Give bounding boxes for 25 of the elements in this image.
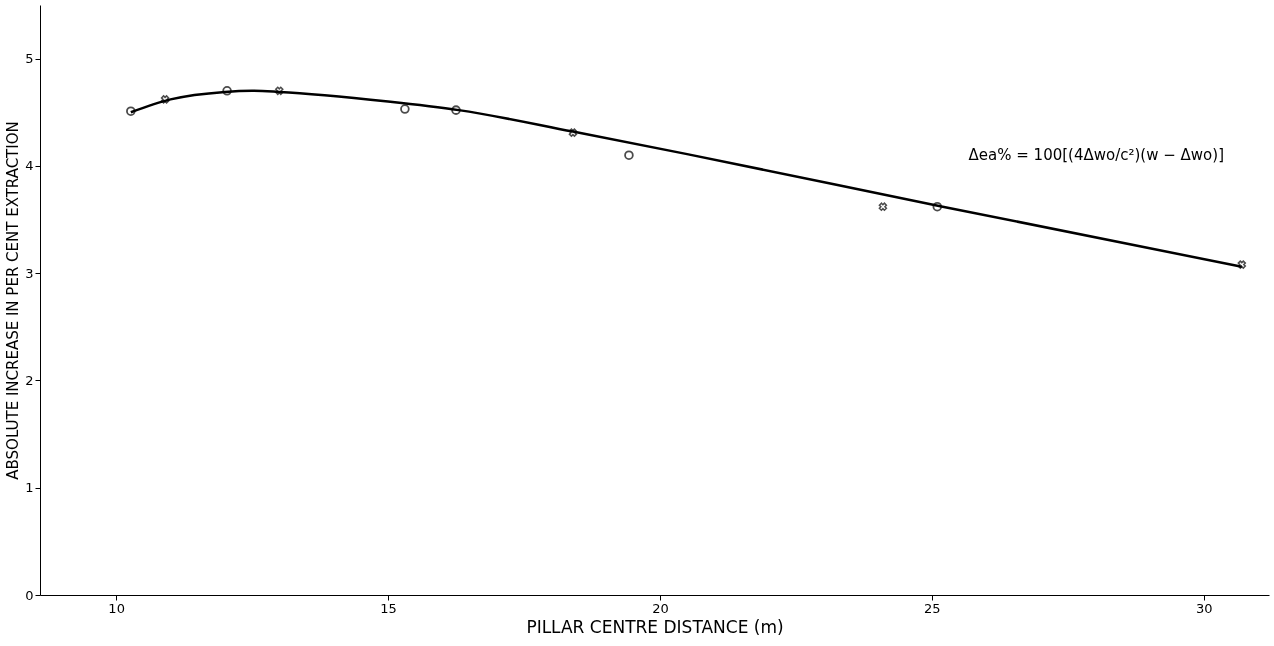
point [275,86,284,96]
point [451,105,461,115]
point [568,128,578,137]
y-tick-label: 5 [25,51,34,67]
point [1237,260,1247,269]
point [878,202,888,211]
point [222,86,232,96]
y-axis-title: ABSOLUTE INCREASE IN PER CENT EXTRACTION [4,121,23,480]
x-tick-label: 25 [924,600,941,616]
x-axis-title: PILLAR CENTRE DISTANCE (m) [526,616,784,637]
y-tick-label: 4 [25,158,34,174]
point [400,104,410,114]
point [126,106,136,116]
point [932,201,943,212]
y-tick-label: 3 [25,265,34,281]
annotation: Δea% = 100[(4Δwo/c²)(w − Δwo)] [968,146,1224,164]
y-tick-label: 1 [25,480,34,496]
x-tick-label: 15 [380,600,397,616]
point [624,150,634,160]
x-tick-label: 20 [652,600,669,616]
point [160,95,170,104]
y-tick-label: 2 [25,372,34,388]
x-tick-label: 30 [1195,600,1213,616]
y-tick-label: 0 [25,587,34,603]
x-tick-label: 10 [108,600,125,616]
